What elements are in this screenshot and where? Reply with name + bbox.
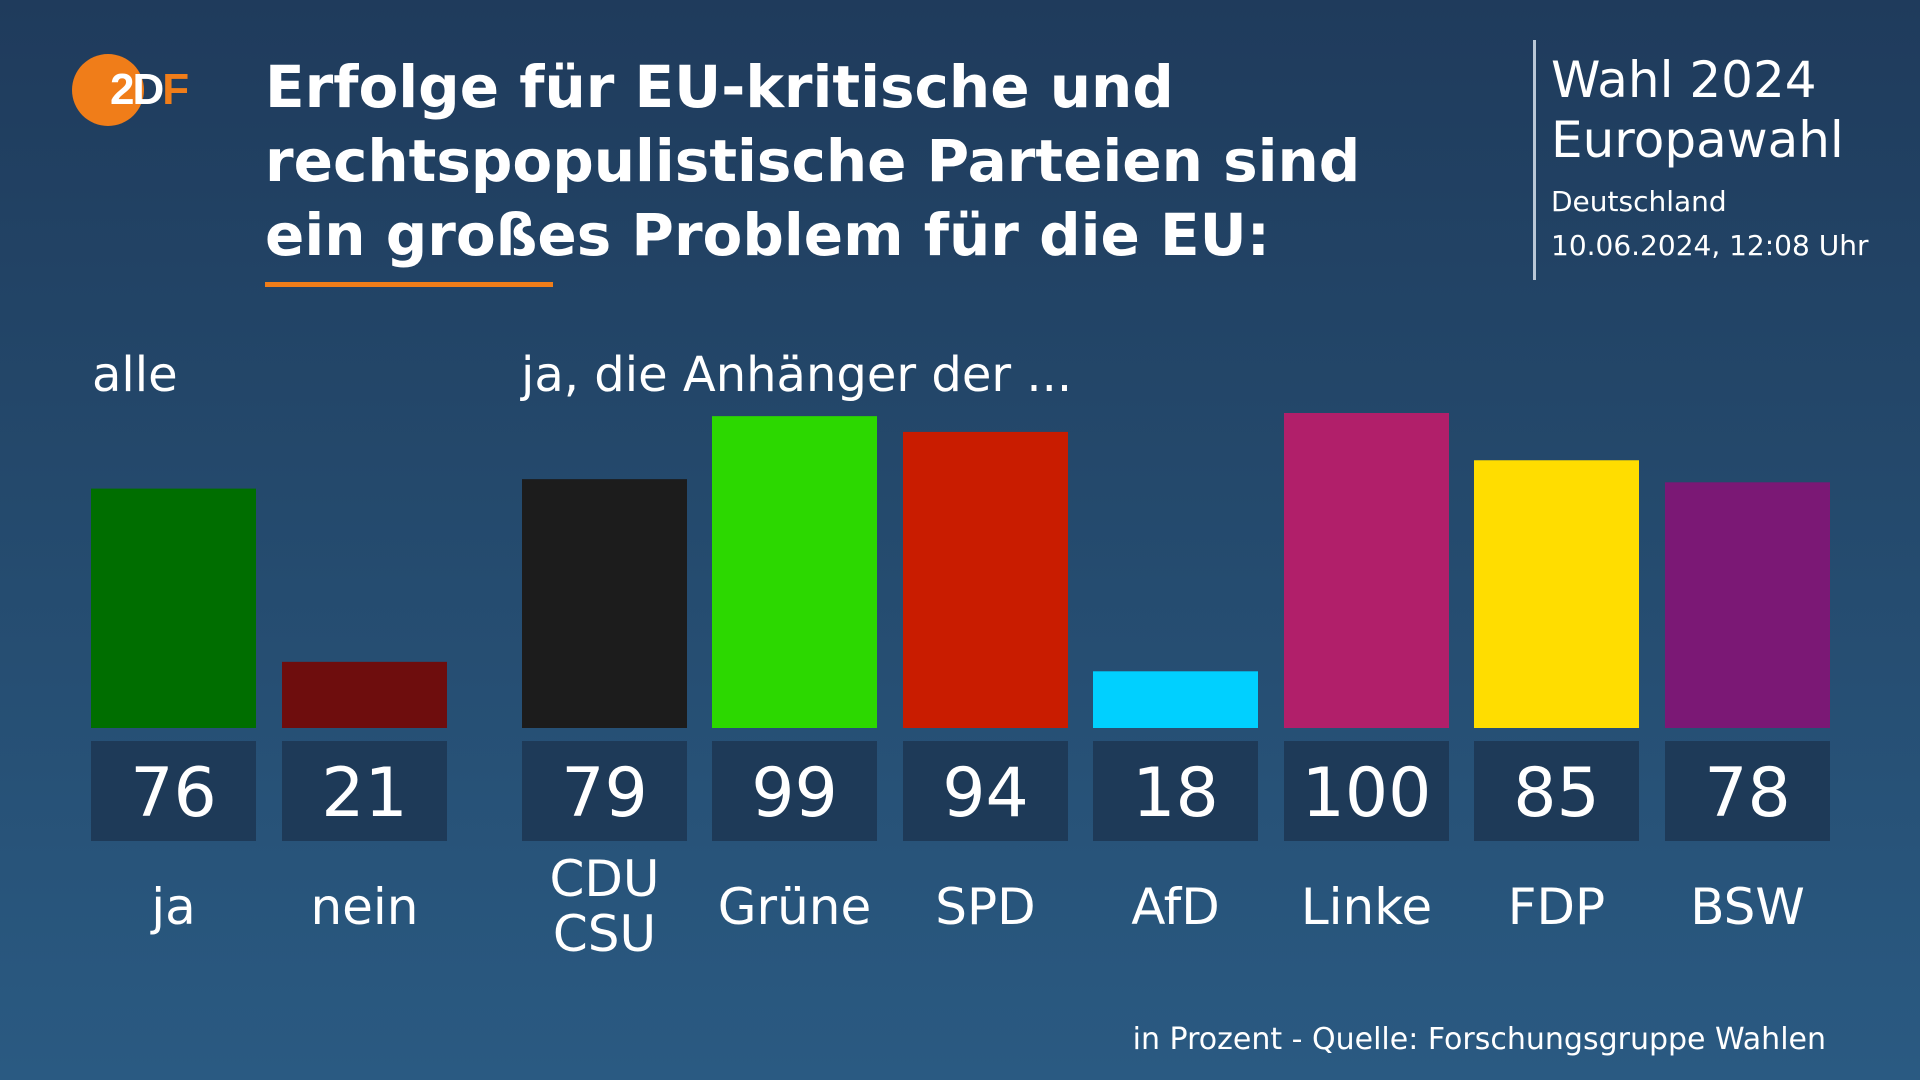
value-box (1665, 741, 1830, 841)
category-label: FDP (1508, 878, 1605, 936)
data-label: 85 (1513, 754, 1600, 833)
info-divider (1533, 40, 1536, 280)
group-label-parties: ja, die Anhänger der ... (521, 347, 1073, 403)
group-label-all: alle (92, 347, 178, 403)
headline-underline (265, 282, 553, 287)
election-info: Wahl 2024 Europawahl Deutschland 10.06.2… (1551, 50, 1868, 268)
value-box (712, 741, 877, 841)
election-year: Wahl 2024 (1551, 51, 1817, 109)
election-timestamp: 10.06.2024, 12:08 Uhr (1551, 229, 1869, 262)
election-region: Deutschland (1551, 185, 1727, 218)
bar-spd (903, 431, 1068, 728)
data-label: 94 (942, 754, 1029, 833)
bar-grüne (712, 416, 877, 728)
election-name: Europawahl (1551, 111, 1844, 169)
value-box (282, 741, 447, 841)
value-box (522, 741, 687, 841)
zdf-logo: 2DF (72, 54, 202, 126)
category-label: Linke (1301, 878, 1432, 936)
source-note: in Prozent - Quelle: Forschungsgruppe Wa… (1132, 1022, 1826, 1057)
bar-afd (1093, 671, 1258, 728)
category-label: ja (150, 878, 196, 936)
value-box (1284, 741, 1449, 841)
category-label: CDU (549, 850, 659, 908)
category-label: SPD (935, 878, 1035, 936)
bar-linke (1284, 413, 1449, 728)
category-label: AfD (1131, 878, 1220, 936)
zdf-logo-text-main: 2D (110, 65, 164, 114)
data-label: 78 (1704, 754, 1791, 833)
zdf-logo-text: 2DF (110, 64, 189, 116)
data-label: 21 (321, 754, 408, 833)
bar-fdp (1474, 460, 1639, 728)
data-label: 79 (561, 754, 648, 833)
data-label: 99 (751, 754, 838, 833)
data-label: 100 (1302, 754, 1432, 833)
value-box (1474, 741, 1639, 841)
category-label: nein (310, 878, 418, 936)
value-box (91, 741, 256, 841)
zdf-logo-text-tail: F (162, 65, 189, 114)
category-label: Grüne (718, 878, 871, 936)
data-label: 76 (130, 754, 217, 833)
bar-cdu-csu (522, 479, 687, 728)
category-label: CSU (553, 905, 656, 963)
category-label: BSW (1690, 878, 1805, 936)
zdf-logo-disc (72, 54, 144, 126)
bar-bsw (1665, 482, 1830, 728)
data-label: 18 (1132, 754, 1219, 833)
bar-ja (91, 488, 256, 728)
headline: Erfolge für EU-kritische und rechtspopul… (265, 53, 1361, 269)
value-box (903, 741, 1068, 841)
bar-nein (282, 661, 447, 728)
value-box (1093, 741, 1258, 841)
